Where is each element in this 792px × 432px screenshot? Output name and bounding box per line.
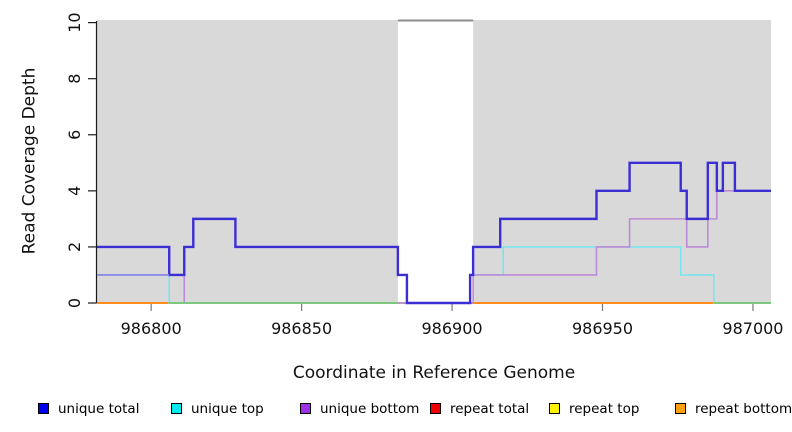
y-tick-label: 0 xyxy=(65,298,84,308)
y-tick-label: 8 xyxy=(65,74,84,84)
y-tick-label: 4 xyxy=(65,186,84,196)
legend-label: unique total xyxy=(58,401,140,417)
x-axis-title: Coordinate in Reference Genome xyxy=(292,363,576,383)
no-data-gap xyxy=(397,20,474,303)
legend-swatch-icon xyxy=(300,403,311,414)
y-axis-title: Read Coverage Depth xyxy=(19,67,40,255)
series-line-unique-total xyxy=(97,161,771,305)
x-tick-label: 986950 xyxy=(572,319,633,338)
legend: unique total unique top unique bottom repea… xyxy=(0,401,792,419)
legend-label: repeat bottom xyxy=(695,401,792,417)
legend-swatch-icon xyxy=(171,403,182,414)
y-tick-label: 6 xyxy=(65,130,84,140)
legend-swatch-icon xyxy=(38,403,49,414)
legend-label: repeat total xyxy=(450,401,530,417)
x-tick-label: 986850 xyxy=(271,319,332,338)
legend-swatch-icon xyxy=(549,403,560,414)
y-tick-label: 2 xyxy=(65,242,84,252)
legend-label: unique bottom xyxy=(320,401,420,417)
legend-label: repeat top xyxy=(569,401,640,417)
legend-swatch-icon xyxy=(430,403,441,414)
series-line-unique-top xyxy=(97,246,771,304)
legend-label: unique top xyxy=(191,401,264,417)
y-tick-label: 10 xyxy=(65,12,84,32)
legend-swatch-icon xyxy=(675,403,686,414)
x-tick-label: 986900 xyxy=(422,319,483,338)
x-tick-label: 987000 xyxy=(722,319,783,338)
x-tick-label: 986800 xyxy=(121,319,182,338)
